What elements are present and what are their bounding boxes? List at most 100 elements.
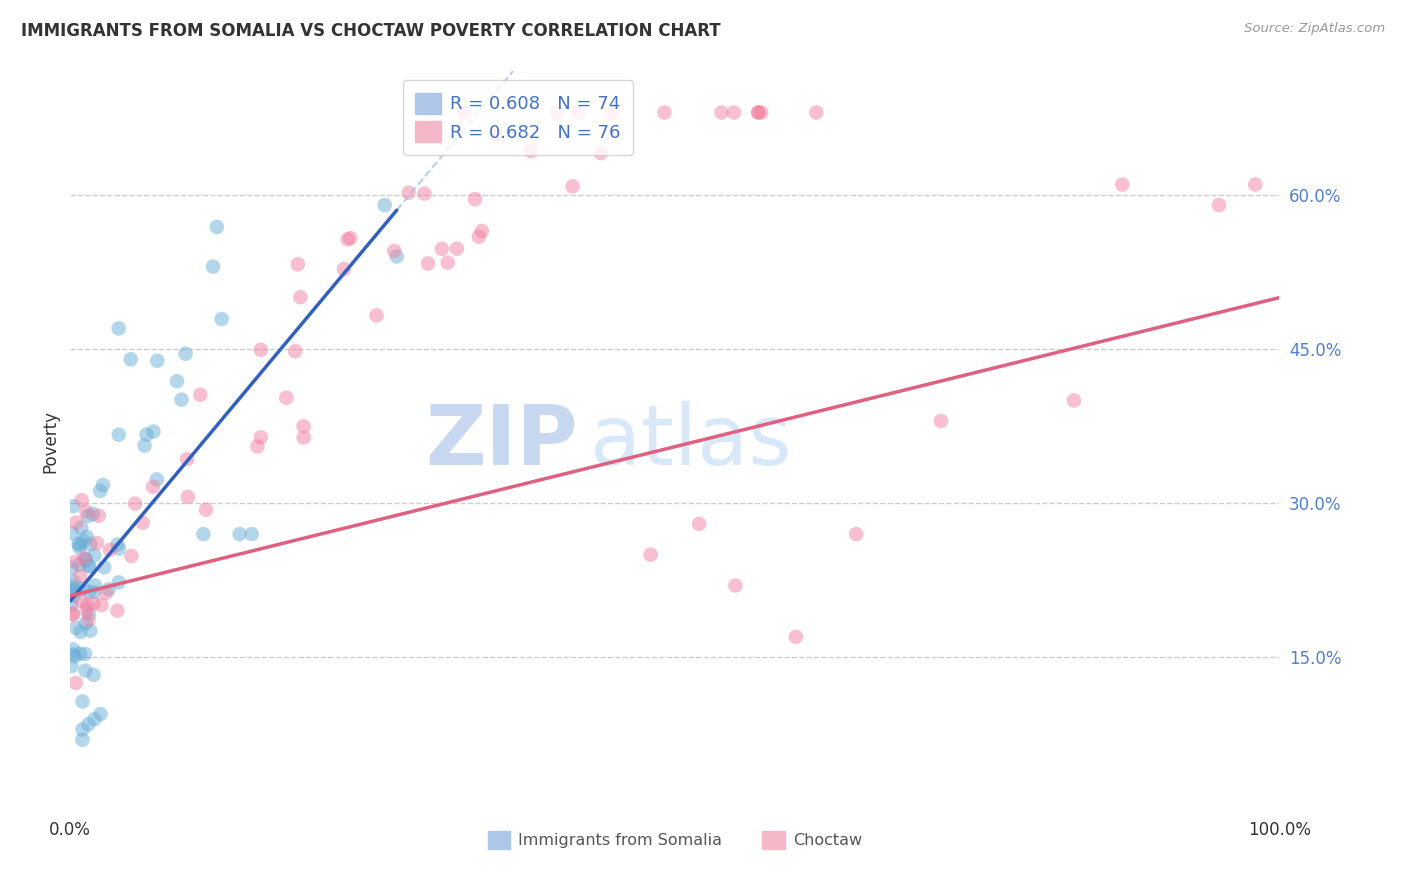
Point bbox=[87, 508, 110, 523]
Point bbox=[749, 105, 772, 120]
Point bbox=[250, 343, 273, 357]
Point bbox=[193, 527, 215, 541]
Point bbox=[90, 706, 111, 721]
Point bbox=[284, 344, 307, 359]
Point bbox=[688, 516, 710, 531]
Point bbox=[1244, 178, 1267, 192]
Point bbox=[385, 249, 408, 264]
Point bbox=[75, 664, 97, 678]
Point bbox=[62, 642, 84, 657]
Point bbox=[561, 179, 583, 194]
Text: IMMIGRANTS FROM SOMALIA VS CHOCTAW POVERTY CORRELATION CHART: IMMIGRANTS FROM SOMALIA VS CHOCTAW POVER… bbox=[21, 22, 721, 40]
Point bbox=[142, 425, 165, 439]
Point bbox=[132, 516, 155, 530]
Point bbox=[94, 586, 117, 600]
Point bbox=[83, 597, 105, 611]
Point bbox=[69, 625, 91, 640]
Point bbox=[82, 507, 104, 521]
Point bbox=[724, 578, 747, 592]
Point bbox=[89, 483, 111, 498]
Point bbox=[146, 472, 169, 486]
Point bbox=[1208, 198, 1230, 212]
Point bbox=[785, 630, 807, 644]
Point bbox=[485, 128, 508, 142]
Point bbox=[166, 374, 188, 388]
Point bbox=[436, 255, 458, 269]
Point bbox=[416, 256, 439, 270]
Point bbox=[72, 723, 94, 737]
Point bbox=[747, 105, 769, 120]
Point bbox=[62, 499, 84, 513]
Point bbox=[69, 541, 91, 555]
Point bbox=[292, 419, 315, 434]
Point bbox=[69, 647, 91, 661]
Point bbox=[70, 521, 93, 535]
Point bbox=[471, 224, 494, 238]
Point bbox=[413, 186, 436, 201]
Point bbox=[287, 257, 309, 271]
Point bbox=[77, 717, 100, 731]
Point bbox=[211, 312, 233, 326]
Point bbox=[72, 582, 94, 596]
Point bbox=[65, 675, 87, 690]
Point bbox=[107, 427, 129, 442]
Point bbox=[77, 508, 100, 523]
Point bbox=[69, 593, 91, 607]
Point bbox=[72, 694, 94, 708]
Point bbox=[120, 352, 142, 367]
Point bbox=[65, 621, 87, 635]
Point bbox=[77, 558, 100, 573]
Point bbox=[75, 553, 97, 567]
Point bbox=[98, 542, 121, 557]
Point bbox=[72, 533, 94, 548]
Point bbox=[468, 229, 491, 244]
Point bbox=[75, 551, 97, 566]
Point bbox=[124, 497, 146, 511]
Point bbox=[67, 537, 90, 551]
Point bbox=[75, 616, 97, 631]
Point bbox=[65, 555, 87, 569]
Point bbox=[520, 144, 543, 158]
Point bbox=[69, 569, 91, 583]
Point bbox=[339, 231, 361, 245]
Point bbox=[174, 347, 197, 361]
Point bbox=[70, 493, 93, 508]
Point bbox=[75, 647, 97, 661]
Point bbox=[60, 584, 83, 599]
Point bbox=[146, 353, 169, 368]
Point bbox=[73, 551, 96, 566]
Point bbox=[90, 598, 112, 612]
Point bbox=[108, 541, 131, 556]
Point bbox=[93, 560, 115, 574]
Point bbox=[62, 648, 84, 662]
Point bbox=[121, 549, 143, 563]
Point bbox=[600, 105, 623, 120]
Point bbox=[723, 105, 745, 120]
Point bbox=[107, 575, 129, 590]
Point bbox=[62, 607, 84, 622]
Text: ZIP: ZIP bbox=[426, 401, 578, 482]
Point bbox=[228, 527, 250, 541]
Point bbox=[77, 584, 100, 599]
Point bbox=[747, 105, 769, 120]
Point bbox=[60, 579, 83, 593]
Point bbox=[83, 668, 105, 682]
Point bbox=[246, 439, 269, 453]
Point bbox=[374, 198, 396, 212]
Point bbox=[205, 219, 228, 234]
Point bbox=[188, 388, 211, 402]
Point bbox=[72, 732, 94, 747]
Point bbox=[382, 244, 405, 258]
Point bbox=[464, 192, 486, 206]
Point bbox=[76, 603, 98, 617]
Point bbox=[76, 598, 98, 612]
Point bbox=[65, 516, 87, 530]
Point bbox=[546, 105, 568, 120]
Point bbox=[453, 105, 475, 120]
Point bbox=[79, 537, 101, 551]
Point bbox=[1111, 178, 1133, 192]
Point bbox=[845, 527, 868, 541]
Point bbox=[806, 105, 828, 120]
Point bbox=[1063, 393, 1085, 408]
Point bbox=[105, 604, 128, 618]
